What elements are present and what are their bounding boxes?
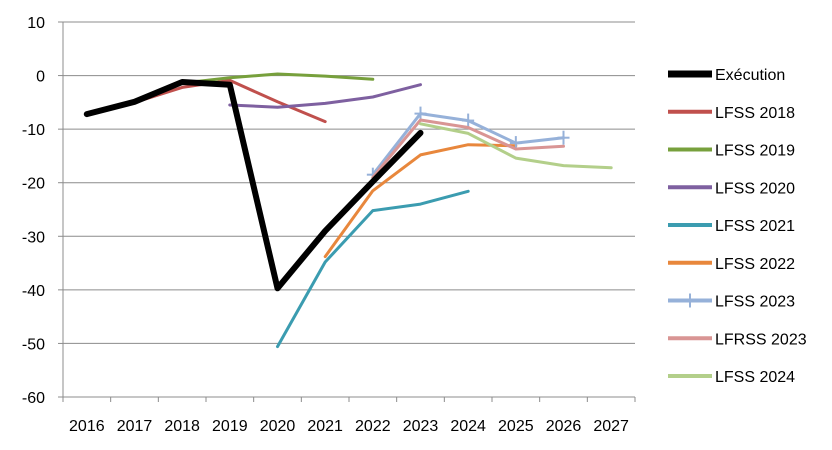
x-tick-label: 2023 — [403, 418, 439, 435]
x-tick-label: 2025 — [498, 418, 534, 435]
y-tick-label: -60 — [22, 390, 45, 407]
legend-label-lfss-2020: LFSS 2020 — [715, 180, 795, 197]
x-tick-label: 2016 — [69, 418, 105, 435]
series-line-lfrss-2023 — [371, 118, 565, 179]
y-tick-label: 10 — [27, 15, 45, 32]
series-line-lfss-2019 — [180, 72, 375, 85]
y-tick-label: -30 — [22, 229, 45, 246]
series-line-ex-cution — [83, 79, 424, 292]
series-lines — [83, 72, 613, 349]
x-tick-label: 2017 — [117, 418, 153, 435]
legend: Exécution LFSS 2018 LFSS 2019 LFSS 2020 LFSS… — [668, 67, 807, 386]
x-tick-label: 2026 — [546, 418, 582, 435]
series-line-lfss-2022 — [323, 143, 518, 259]
series-line-lfss-2021 — [276, 189, 470, 349]
y-tick-label: 0 — [36, 69, 45, 86]
legend-label-lfrss-2023: LFRSS 2023 — [715, 331, 807, 348]
legend-label-lfss-2024: LFSS 2024 — [715, 369, 795, 386]
x-tick-label: 2018 — [164, 418, 200, 435]
y-tick-label: -20 — [22, 176, 45, 193]
y-tick-label: -40 — [22, 283, 45, 300]
x-tick-label: 2019 — [212, 418, 248, 435]
x-tick-label: 2024 — [450, 418, 486, 435]
legend-label-lfss-2023: LFSS 2023 — [715, 294, 795, 311]
series-line-lfss-2018 — [133, 78, 327, 124]
x-tick-label: 2020 — [260, 418, 296, 435]
x-tick-label: 2021 — [307, 418, 343, 435]
x-tick-label: 2022 — [355, 418, 391, 435]
legend-label-lfss-2018: LFSS 2018 — [715, 105, 795, 122]
y-axis-ticks: 10 0 -10 -20 -30 -40 -50 -60 — [22, 15, 63, 407]
y-tick-label: -10 — [22, 122, 45, 139]
legend-label-ex-cution: Exécution — [715, 67, 785, 84]
series-line-lfss-2020 — [228, 83, 422, 109]
legend-label-lfss-2019: LFSS 2019 — [715, 143, 795, 160]
legend-label-lfss-2021: LFSS 2021 — [715, 218, 795, 235]
x-tick-label: 2027 — [593, 418, 629, 435]
y-tick-label: -50 — [22, 336, 45, 353]
legend-label-lfss-2022: LFSS 2022 — [715, 256, 795, 273]
x-axis-ticks: 2016 2017 2018 2019 2020 2021 2022 2023 2024 2025… — [62, 397, 636, 435]
series-line-lfss-2024 — [419, 122, 613, 170]
